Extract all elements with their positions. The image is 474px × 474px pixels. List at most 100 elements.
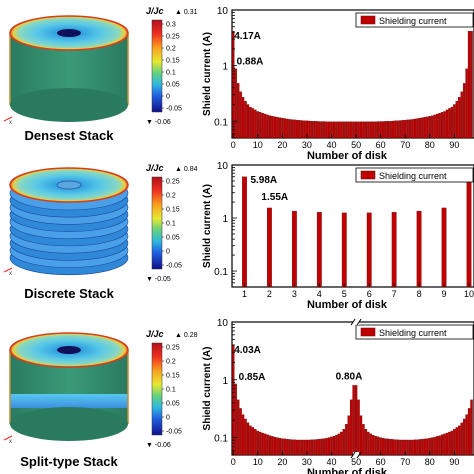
bar	[234, 383, 237, 456]
colorbar-tick-label: 0.1	[166, 70, 176, 77]
data-annotation: 4.03A	[234, 345, 261, 356]
colorbar-tick-label: 0.15	[166, 207, 180, 214]
densest-stack-model	[9, 15, 129, 122]
bar	[433, 436, 436, 456]
bar	[293, 439, 296, 456]
plot-area	[231, 164, 474, 288]
bar	[399, 120, 402, 139]
bar	[268, 435, 272, 456]
bar	[315, 439, 318, 456]
data-annotation: 0.88A	[237, 57, 264, 68]
bar	[286, 118, 289, 139]
bar	[467, 408, 471, 456]
bar	[335, 121, 338, 139]
x-tick-label: 60	[376, 457, 386, 467]
bar	[249, 425, 252, 456]
data-annotation: 5.98A	[250, 175, 277, 186]
bar	[337, 121, 341, 139]
colorbar-tick-label: 0.05	[166, 82, 180, 89]
split-stack-model	[9, 332, 129, 441]
colorbar-tick-label: 0.05	[166, 235, 180, 242]
bar	[435, 436, 439, 456]
legend-box	[355, 324, 474, 340]
bar	[267, 207, 272, 288]
bar	[448, 108, 451, 139]
bar	[411, 439, 414, 456]
bar	[316, 212, 322, 288]
colorbar-tick-label: -0.05	[166, 106, 182, 113]
bar	[273, 116, 277, 139]
axis-break-gap	[353, 319, 360, 325]
bar	[421, 117, 424, 139]
bar	[271, 436, 274, 456]
bar	[288, 439, 291, 456]
stack-label: Densest Stack	[25, 128, 115, 143]
bar	[443, 433, 446, 456]
bar	[458, 425, 461, 456]
bar	[448, 431, 451, 456]
y-tick-label: 0.1	[214, 117, 228, 128]
bar	[465, 68, 468, 139]
bar	[239, 408, 242, 456]
colorbar: J/Jc ▲ 0.28 0.25 0.2 0.15 0.1 0.05 0 -0.05 ▼ -0.0…	[146, 329, 198, 449]
bar	[251, 427, 255, 456]
bar	[386, 121, 390, 139]
bar	[470, 30, 473, 139]
bar	[401, 120, 404, 139]
axis-break-mark	[350, 451, 356, 459]
bar	[462, 418, 466, 456]
bar	[340, 431, 343, 456]
chart-2: 10 1 0.1 1 2 3 4 5 6 7 8 9 10 Number of disk Shield cu…	[202, 161, 474, 311]
bar	[413, 439, 417, 456]
bar	[372, 435, 375, 456]
x-tick-label: 5	[342, 289, 347, 299]
y-tick-label: 1	[222, 376, 228, 387]
colorbar-max-label: ▲ 0.84	[175, 166, 198, 173]
bar	[440, 434, 444, 456]
stack-label: Discrete Stack	[24, 286, 114, 301]
bar	[445, 109, 449, 139]
x-tick-label: 90	[449, 457, 459, 467]
colorbar-tick-label: -0.05	[166, 263, 182, 270]
axis-break-mark	[356, 451, 362, 459]
bar	[345, 424, 348, 456]
bar	[389, 439, 392, 456]
bar	[470, 399, 473, 456]
bar	[276, 117, 279, 139]
colorbar-gradient	[151, 19, 163, 113]
bar	[254, 109, 257, 139]
x-tick-label: 80	[425, 140, 435, 150]
colorbar-min-label: ▼ -0.06	[146, 119, 171, 126]
bar	[438, 112, 441, 139]
chart-1: 10 1 0.1 0 10 20 30 40 50 60 70 80 90 Number of disk S…	[202, 6, 474, 162]
bar	[372, 121, 375, 139]
bar	[313, 121, 316, 139]
colorbar: J/Jc ▲ 0.84 0.25 0.2 0.15 0.1 0.05 0 -0.05 ▼ -0.0…	[146, 163, 198, 283]
bar	[453, 104, 456, 139]
bar	[376, 436, 380, 456]
axis-marker-x: x	[9, 439, 12, 445]
center-hole	[57, 29, 81, 37]
colorbar-tick-label: 0.2	[166, 359, 176, 366]
bar	[335, 435, 338, 456]
x-tick-label: 40	[326, 457, 336, 467]
bar	[259, 431, 262, 456]
bar	[263, 433, 267, 456]
x-tick-label: 50	[351, 457, 361, 467]
x-tick-label: 80	[425, 457, 435, 467]
bar	[318, 121, 321, 139]
bar	[232, 344, 235, 456]
bar	[396, 120, 400, 139]
bar	[381, 437, 385, 456]
legend-label: Shielding current	[379, 16, 447, 26]
y-tick-label: 1	[222, 214, 228, 225]
bar	[290, 119, 294, 139]
bar	[386, 438, 390, 456]
bar	[278, 437, 282, 456]
axis-marker-x: x	[9, 120, 12, 126]
y-tick-label: 10	[217, 318, 229, 329]
bar	[239, 91, 242, 139]
colorbar-tick-label: 0.25	[166, 179, 180, 186]
bar	[418, 439, 422, 456]
bar	[408, 439, 412, 456]
